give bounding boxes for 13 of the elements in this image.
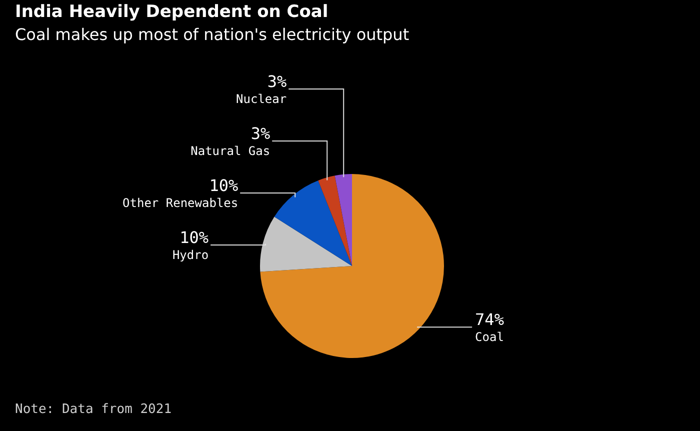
chart-subtitle: Coal makes up most of nation's electricity output bbox=[15, 25, 410, 44]
data-label: 3% bbox=[250, 124, 270, 144]
slice-label: Natural Gas bbox=[190, 144, 270, 158]
data-label: 10% bbox=[180, 228, 209, 248]
slice-label: Nuclear bbox=[236, 92, 287, 106]
data-label: 74% bbox=[475, 310, 504, 330]
slice-label: Hydro bbox=[172, 248, 209, 262]
text: Note: Data from 2021 bbox=[15, 402, 172, 417]
data-label: 10% bbox=[209, 176, 238, 196]
slice-label: Other Renewables bbox=[122, 196, 238, 210]
slice-label: Coal bbox=[475, 330, 504, 344]
chart-title: India Heavily Dependent on Coal bbox=[15, 2, 328, 22]
data-label: 3% bbox=[267, 72, 287, 92]
